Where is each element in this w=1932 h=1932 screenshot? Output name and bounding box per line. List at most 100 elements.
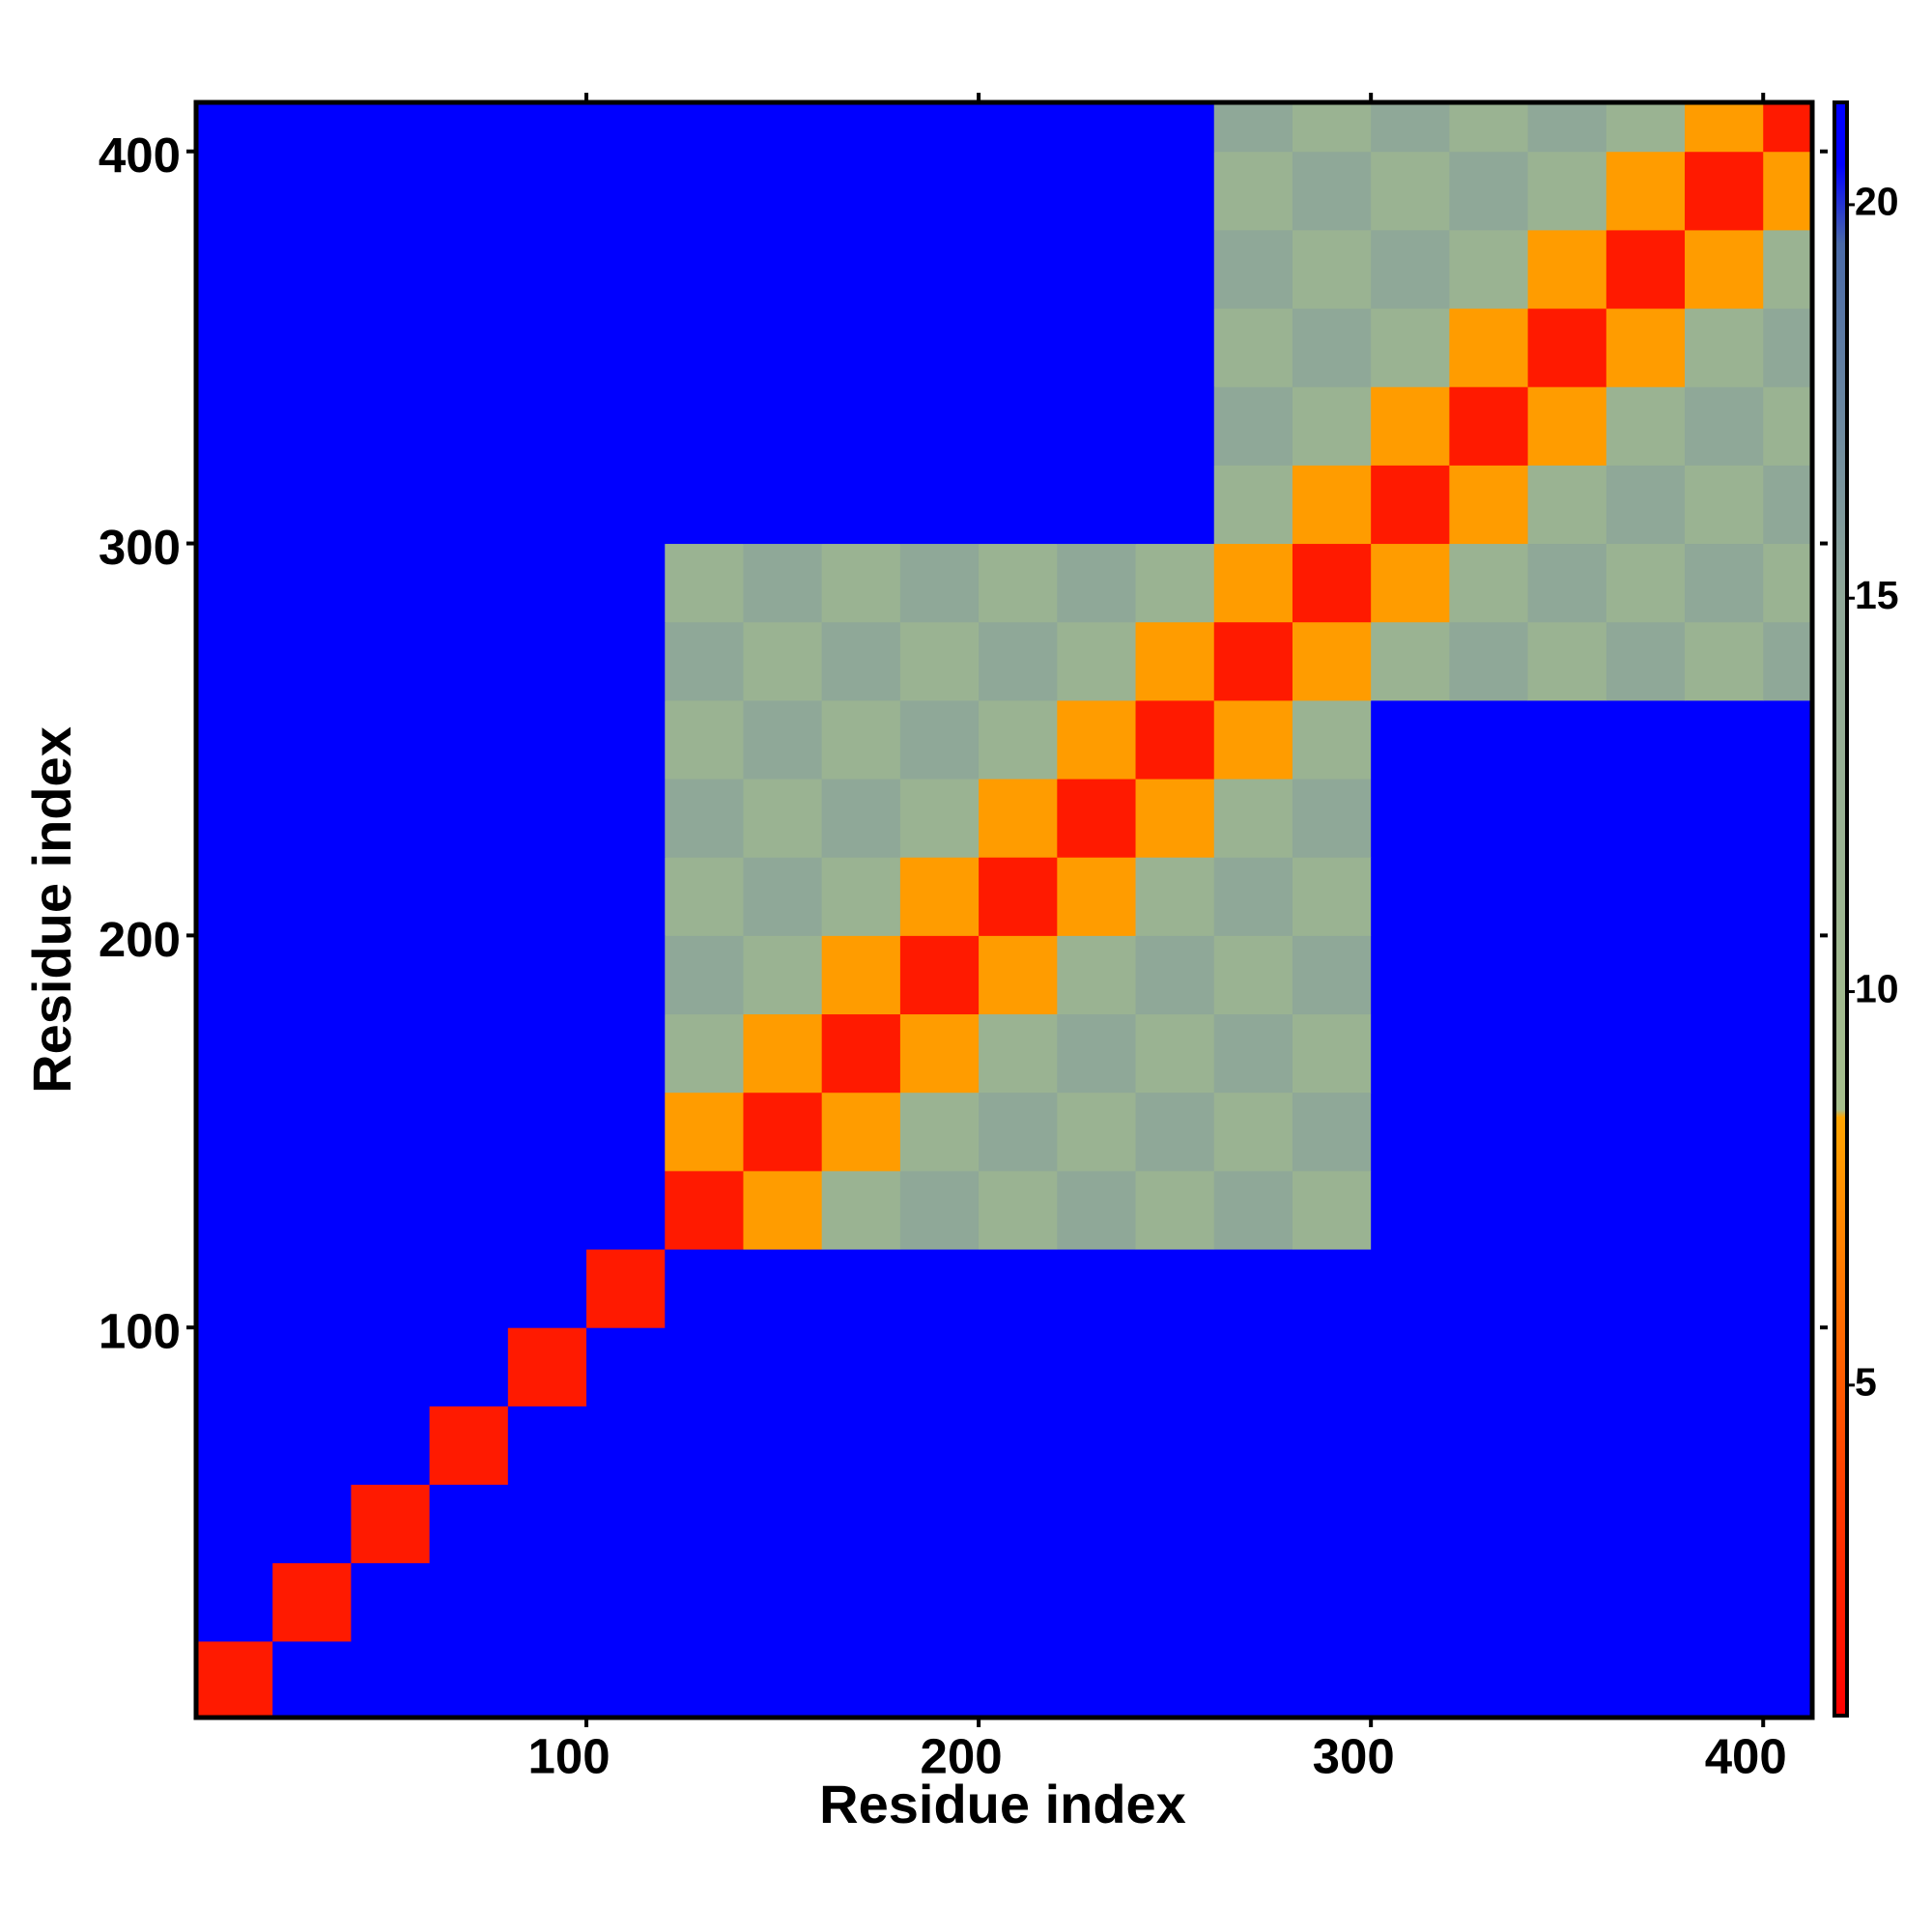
heatmap-cell bbox=[1057, 1092, 1137, 1172]
heatmap-cell bbox=[1213, 151, 1293, 231]
heatmap-cell bbox=[586, 935, 666, 1015]
heatmap-cell bbox=[1685, 102, 1764, 153]
heatmap-cell bbox=[1057, 857, 1137, 936]
heatmap-cell bbox=[351, 699, 431, 780]
heatmap-cell bbox=[586, 543, 666, 623]
heatmap-cell bbox=[979, 102, 1058, 153]
heatmap-cell bbox=[272, 151, 352, 231]
heatmap-cell bbox=[1685, 386, 1764, 466]
heatmap-cell bbox=[1371, 935, 1450, 1015]
heatmap-cell bbox=[1213, 1484, 1293, 1564]
heatmap-cell bbox=[1057, 1013, 1137, 1094]
heatmap-cell bbox=[1135, 1562, 1215, 1642]
heatmap-cell bbox=[665, 151, 744, 231]
heatmap-cell bbox=[196, 465, 273, 545]
heatmap-cell bbox=[196, 621, 273, 701]
heatmap-cell bbox=[1685, 1484, 1764, 1564]
heatmap-cell bbox=[899, 465, 980, 545]
heatmap-cell bbox=[1057, 465, 1137, 545]
heatmap-cell bbox=[1135, 308, 1215, 387]
heatmap-cell bbox=[507, 1562, 587, 1642]
heatmap-cell bbox=[507, 543, 587, 623]
heatmap-cell bbox=[821, 1013, 901, 1094]
heatmap-cell bbox=[1763, 1013, 1812, 1094]
heatmap-cell bbox=[1371, 1327, 1450, 1406]
heatmap-cell bbox=[1605, 935, 1686, 1015]
heatmap-cell bbox=[1213, 229, 1293, 309]
heatmap-cell bbox=[1685, 699, 1764, 780]
heatmap-cell bbox=[1449, 1092, 1529, 1172]
heatmap-cell bbox=[272, 1562, 352, 1642]
heatmap-cell bbox=[979, 151, 1058, 231]
heatmap-cell bbox=[272, 935, 352, 1015]
heatmap-cell bbox=[743, 308, 823, 387]
heatmap-cell bbox=[1763, 857, 1812, 936]
heatmap-cell bbox=[1213, 386, 1293, 466]
heatmap-cell bbox=[1213, 1562, 1293, 1642]
heatmap-cell bbox=[1685, 935, 1764, 1015]
heatmap-cell bbox=[1057, 935, 1137, 1015]
heatmap-cell bbox=[507, 1640, 587, 1718]
heatmap-cell bbox=[1527, 1406, 1607, 1486]
heatmap-cell bbox=[743, 543, 823, 623]
heatmap-cell bbox=[429, 857, 509, 936]
heatmap-cell bbox=[1371, 1170, 1450, 1250]
heatmap-cell bbox=[429, 386, 509, 466]
heatmap-cell bbox=[429, 779, 509, 858]
heatmap-cell bbox=[1763, 102, 1812, 153]
heatmap-cell bbox=[429, 1562, 509, 1642]
heatmap-cell bbox=[1057, 1406, 1137, 1486]
heatmap-cell bbox=[429, 229, 509, 309]
heatmap-cell bbox=[979, 1640, 1058, 1718]
heatmap-cell bbox=[1605, 465, 1686, 545]
heatmap-cell bbox=[1213, 1327, 1293, 1406]
heatmap-cell bbox=[899, 1406, 980, 1486]
heatmap-cell bbox=[351, 308, 431, 387]
heatmap-cell bbox=[1449, 857, 1529, 936]
heatmap-cell bbox=[1685, 229, 1764, 309]
heatmap-cell bbox=[1057, 1170, 1137, 1250]
heatmap-cell bbox=[899, 386, 980, 466]
heatmap-cell bbox=[1685, 465, 1764, 545]
heatmap-cell bbox=[1763, 1640, 1812, 1718]
heatmap-cell bbox=[507, 465, 587, 545]
heatmap-cell bbox=[429, 1170, 509, 1250]
heatmap-cell bbox=[507, 621, 587, 701]
heatmap-cell bbox=[1135, 1013, 1215, 1094]
heatmap-cell bbox=[586, 229, 666, 309]
heatmap-cell bbox=[196, 543, 273, 623]
heatmap-cell bbox=[507, 151, 587, 231]
heatmap-cell bbox=[1292, 1013, 1372, 1094]
heatmap-cell bbox=[821, 699, 901, 780]
heatmap-cell bbox=[351, 935, 431, 1015]
heatmap-cell bbox=[586, 699, 666, 780]
heatmap-cell bbox=[429, 935, 509, 1015]
heatmap-cell bbox=[979, 621, 1058, 701]
heatmap-cell bbox=[1213, 543, 1293, 623]
heatmap-cell bbox=[979, 229, 1058, 309]
heatmap-cell bbox=[743, 621, 823, 701]
heatmap-cell bbox=[899, 699, 980, 780]
heatmap-cell bbox=[665, 1013, 744, 1094]
heatmap-cell bbox=[196, 1640, 273, 1718]
heatmap-cell bbox=[1527, 935, 1607, 1015]
heatmap-cell bbox=[821, 1484, 901, 1564]
heatmap-cell bbox=[586, 151, 666, 231]
heatmap-cell bbox=[196, 779, 273, 858]
heatmap-cell bbox=[1605, 1092, 1686, 1172]
heatmap-cell bbox=[1763, 1170, 1812, 1250]
heatmap-cell bbox=[272, 779, 352, 858]
heatmap-cell bbox=[743, 1640, 823, 1718]
heatmap-cell bbox=[979, 1406, 1058, 1486]
colorbar-tick-label: 15 bbox=[1855, 573, 1899, 617]
heatmap-cell bbox=[1763, 1092, 1812, 1172]
heatmap-cell bbox=[821, 1092, 901, 1172]
heatmap-cell bbox=[665, 229, 744, 309]
heatmap-cell bbox=[665, 857, 744, 936]
y-axis-title: Residue index bbox=[21, 726, 82, 1094]
heatmap-cell bbox=[821, 102, 901, 153]
heatmap-cell bbox=[979, 1484, 1058, 1564]
heatmap-cell bbox=[507, 1170, 587, 1250]
heatmap-cell bbox=[429, 151, 509, 231]
